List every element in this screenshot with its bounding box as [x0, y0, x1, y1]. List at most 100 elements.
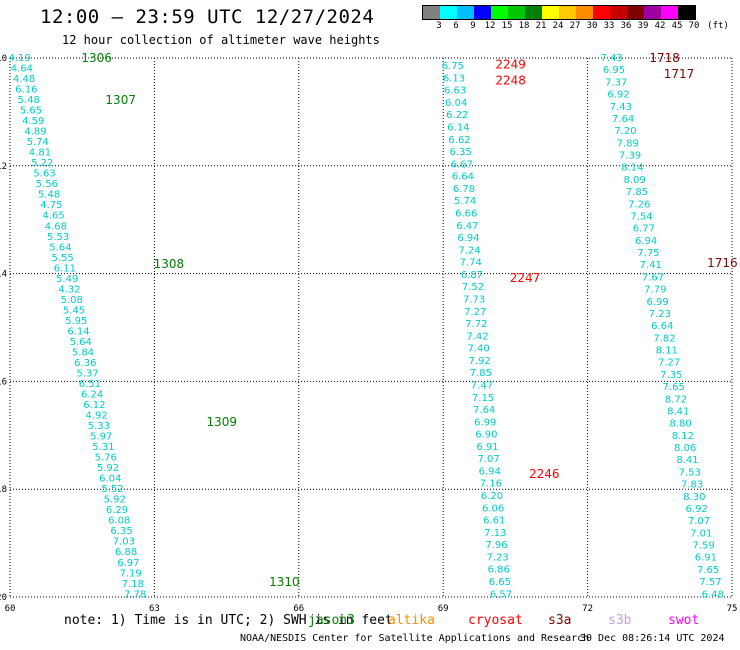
wave-height-value: 6.92 — [607, 90, 629, 101]
wave-height-value: 7.54 — [630, 211, 652, 222]
wave-height-value: 5.84 — [72, 347, 94, 358]
wave-height-value: 6.35 — [110, 526, 132, 537]
color-swatch — [423, 6, 440, 19]
wave-height-value: 8.72 — [665, 394, 687, 405]
color-swatch — [508, 6, 525, 19]
wave-height-value: 7.23 — [486, 552, 508, 563]
color-swatch — [559, 6, 576, 19]
color-swatch — [440, 6, 457, 19]
color-swatch — [474, 6, 491, 19]
wave-height-value: 8.11 — [656, 346, 678, 357]
color-scale-label: 12 — [484, 21, 496, 31]
wave-height-value: 7.43 — [610, 102, 632, 113]
x-tick-label: 72 — [582, 604, 593, 612]
y-tick-label: -16 — [0, 377, 7, 387]
wave-height-value: 6.22 — [446, 110, 468, 121]
color-swatch — [542, 6, 559, 19]
wave-height-value: 4.68 — [45, 221, 67, 232]
wave-height-value: 4.65 — [42, 211, 64, 222]
wave-height-value: 5.92 — [97, 463, 119, 474]
wave-height-value: 5.48 — [18, 95, 40, 106]
track-time-label: 2248 — [495, 74, 526, 88]
color-swatch — [491, 6, 508, 19]
wave-height-value: 7.01 — [690, 528, 712, 539]
track-time-label: 1717 — [664, 67, 695, 81]
satellite-legend-item: s3a — [548, 613, 572, 628]
wave-height-value: 5.92 — [104, 495, 126, 506]
wave-height-value: 7.26 — [628, 199, 650, 210]
track-time-label: 1306 — [81, 51, 112, 65]
wave-height-value: 7.82 — [653, 333, 675, 344]
wave-height-value: 7.42 — [466, 331, 488, 342]
wave-height-value: 5.95 — [65, 316, 87, 327]
color-scale-label: 24 — [552, 21, 564, 31]
wave-height-value: 7.73 — [463, 294, 485, 305]
wave-height-value: 6.64 — [452, 172, 474, 183]
satellite-legend-item: s3b — [608, 613, 632, 628]
color-swatch — [610, 6, 627, 19]
wave-height-value: 6.65 — [489, 577, 511, 588]
wave-height-value: 7.59 — [692, 541, 714, 552]
wave-height-value: 5.52 — [101, 484, 123, 495]
x-tick-label: 60 — [5, 604, 16, 612]
satellite-legend-item: cryosat — [468, 613, 523, 628]
y-tick-label: -10 — [0, 54, 7, 64]
wave-height-value: 7.65 — [663, 382, 685, 393]
wave-height-value: 6.66 — [455, 208, 477, 219]
wave-height-value: 7.79 — [644, 285, 666, 296]
color-swatch — [457, 6, 474, 19]
wave-height-value: 5.63 — [33, 169, 55, 180]
timestamp-text: 30 Dec 08:26:14 UTC 2024 — [580, 633, 725, 644]
color-scale-label: 36 — [620, 21, 632, 31]
wave-height-value: 4.92 — [86, 411, 108, 422]
wave-height-value: 6.64 — [651, 321, 673, 332]
wave-height-value: 5.08 — [61, 295, 83, 306]
wave-height-value: 8.41 — [667, 406, 689, 417]
credit-text: NOAA/NESDIS Center for Satellite Applica… — [240, 633, 590, 644]
wave-height-value: 8.41 — [676, 455, 698, 466]
wave-height-value: 6.06 — [482, 503, 504, 514]
page-title: 12:00 — 23:59 UTC 12/27/2024 — [40, 6, 375, 28]
wave-height-value: 6.63 — [444, 86, 466, 97]
wave-height-value: 5.49 — [56, 274, 78, 285]
color-scale-label: 18 — [518, 21, 530, 31]
wave-height-value: 7.96 — [485, 540, 507, 551]
color-scale-label: 30 — [586, 21, 598, 31]
wave-height-value: 8.80 — [669, 419, 691, 430]
wave-height-value: 5.97 — [90, 432, 112, 443]
wave-height-value: 5.55 — [52, 253, 74, 264]
wave-height-value: 6.57 — [490, 589, 512, 600]
wave-height-value: 4.32 — [58, 284, 80, 295]
wave-height-value: 7.03 — [113, 537, 135, 548]
wave-height-value: 7.72 — [465, 319, 487, 330]
wave-height-value: 5.64 — [49, 242, 71, 253]
y-tick-label: -20 — [0, 593, 7, 603]
wave-height-value: 7.75 — [637, 248, 659, 259]
wave-height-value: 6.14 — [447, 123, 469, 134]
wave-height-value: 4.19 — [8, 53, 30, 64]
wave-height-value: 7.57 — [699, 577, 721, 588]
wave-height-chart: -10-12-14-16-18-206063666972754.194.644.… — [0, 51, 738, 612]
color-scale-label: 15 — [501, 21, 513, 31]
wave-height-value: 5.74 — [454, 196, 476, 207]
satellite-legend-item: swot — [668, 613, 700, 628]
wave-height-value: 8.12 — [672, 431, 694, 442]
wave-height-value: 6.24 — [81, 390, 103, 401]
color-swatch — [627, 6, 644, 19]
x-tick-label: 75 — [727, 604, 738, 612]
color-scale-unit: (ft) — [707, 21, 729, 31]
wave-height-value: 5.37 — [76, 368, 98, 379]
wave-height-value: 7.13 — [484, 528, 506, 539]
wave-height-value: 6.47 — [456, 221, 478, 232]
wave-height-value: 6.91 — [476, 442, 498, 453]
wave-height-value: 6.08 — [108, 516, 130, 527]
color-scale-label: 39 — [637, 21, 649, 31]
wave-height-value: 7.18 — [122, 579, 144, 590]
color-swatch — [644, 6, 661, 19]
wave-height-value: 6.04 — [99, 474, 121, 485]
wave-height-value: 6.16 — [15, 85, 37, 96]
wave-height-value: 7.07 — [688, 516, 710, 527]
wave-height-value: 6.87 — [461, 270, 483, 281]
wave-height-value: 6.99 — [646, 297, 668, 308]
wave-height-value: 7.78 — [124, 589, 146, 600]
